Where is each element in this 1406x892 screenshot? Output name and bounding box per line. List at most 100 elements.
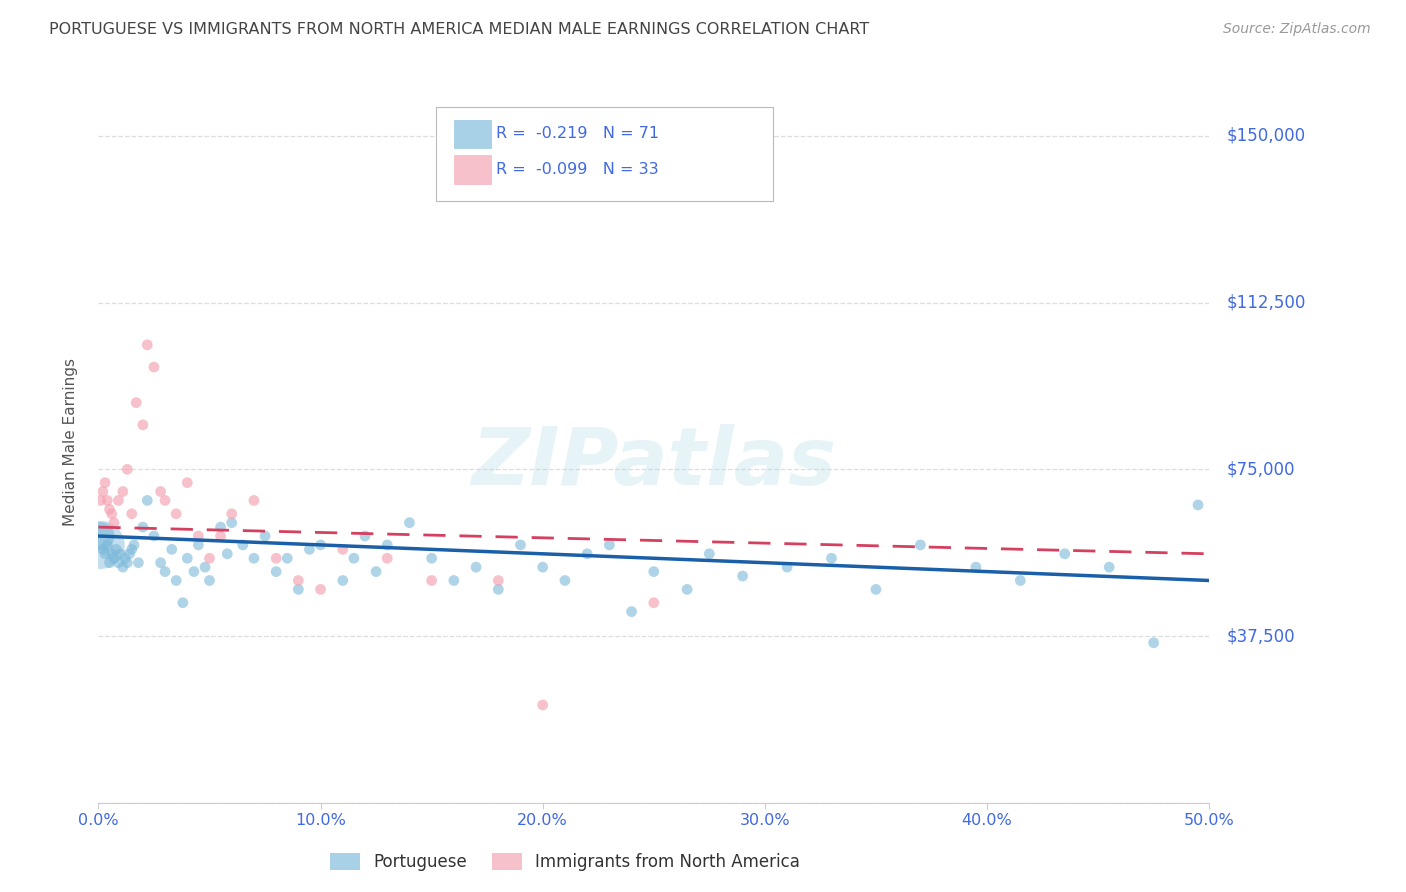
Point	[443, 574, 465, 588]
Text: $37,500: $37,500	[1227, 627, 1295, 645]
Point	[160, 542, 183, 557]
Point	[176, 551, 198, 566]
Point	[1098, 560, 1121, 574]
Text: ZIPatlas: ZIPatlas	[471, 425, 837, 502]
Text: $112,500: $112,500	[1227, 293, 1306, 311]
Point	[114, 551, 136, 566]
Point	[366, 565, 388, 579]
Point	[121, 542, 143, 557]
Point	[149, 556, 172, 570]
Y-axis label: Median Male Earnings: Median Male Earnings	[63, 358, 77, 525]
Point	[531, 560, 554, 574]
Point	[94, 547, 117, 561]
Point	[143, 360, 166, 375]
Point	[465, 560, 488, 574]
Point	[90, 529, 112, 543]
Point	[187, 529, 209, 543]
Point	[776, 560, 799, 574]
Point	[221, 516, 243, 530]
Point	[598, 538, 620, 552]
Point	[98, 556, 121, 570]
Point	[90, 538, 112, 552]
Point	[153, 493, 176, 508]
Point	[111, 560, 134, 574]
Point	[531, 698, 554, 712]
Point	[96, 538, 118, 552]
Point	[554, 574, 576, 588]
Point	[165, 507, 187, 521]
Point	[620, 605, 643, 619]
Point	[125, 395, 148, 409]
Point	[165, 574, 187, 588]
Point	[136, 338, 159, 352]
Point	[253, 529, 276, 543]
Point	[1143, 636, 1166, 650]
Point	[1053, 547, 1076, 561]
Point	[731, 569, 754, 583]
Text: PORTUGUESE VS IMMIGRANTS FROM NORTH AMERICA MEDIAN MALE EARNINGS CORRELATION CHA: PORTUGUESE VS IMMIGRANTS FROM NORTH AMER…	[49, 22, 869, 37]
Point	[198, 551, 221, 566]
Point	[298, 542, 321, 557]
Point	[332, 574, 354, 588]
Point	[127, 556, 149, 570]
Point	[910, 538, 932, 552]
Point	[98, 502, 121, 516]
Point	[398, 516, 420, 530]
Point	[111, 484, 134, 499]
Point	[264, 565, 287, 579]
Point	[132, 520, 155, 534]
Point	[132, 417, 155, 432]
Point	[110, 547, 132, 561]
Point	[420, 551, 443, 566]
Point	[103, 551, 125, 566]
Point	[420, 574, 443, 588]
Point	[172, 596, 194, 610]
Point	[217, 547, 239, 561]
Point	[100, 507, 122, 521]
Point	[103, 516, 125, 530]
Point	[136, 493, 159, 508]
Point	[287, 574, 309, 588]
Point	[91, 542, 114, 557]
Point	[1010, 574, 1032, 588]
Point	[232, 538, 254, 552]
Point	[375, 538, 398, 552]
Point	[643, 565, 665, 579]
Point	[676, 582, 699, 597]
Point	[965, 560, 987, 574]
Point	[643, 596, 665, 610]
Point	[183, 565, 205, 579]
Point	[264, 551, 287, 566]
Point	[509, 538, 531, 552]
Point	[122, 538, 145, 552]
Point	[143, 529, 166, 543]
Point	[243, 493, 266, 508]
Point	[96, 493, 118, 508]
Point	[194, 560, 217, 574]
Point	[105, 542, 128, 557]
Point	[243, 551, 266, 566]
Point	[1187, 498, 1209, 512]
Point	[486, 574, 509, 588]
Point	[153, 565, 176, 579]
Point	[91, 484, 114, 499]
Point	[820, 551, 842, 566]
Point	[343, 551, 366, 566]
Point	[117, 462, 139, 476]
Point	[187, 538, 209, 552]
Point	[176, 475, 198, 490]
Point	[149, 484, 172, 499]
Point	[486, 582, 509, 597]
Point	[865, 582, 887, 597]
Legend: Portuguese, Immigrants from North America: Portuguese, Immigrants from North Americ…	[323, 846, 807, 878]
Point	[117, 556, 139, 570]
Point	[354, 529, 377, 543]
Point	[118, 547, 141, 561]
Point	[94, 475, 117, 490]
Point	[276, 551, 298, 566]
Text: R =  -0.099   N = 33: R = -0.099 N = 33	[496, 162, 659, 177]
Point	[209, 529, 232, 543]
Point	[332, 542, 354, 557]
Point	[221, 507, 243, 521]
Point	[309, 538, 332, 552]
